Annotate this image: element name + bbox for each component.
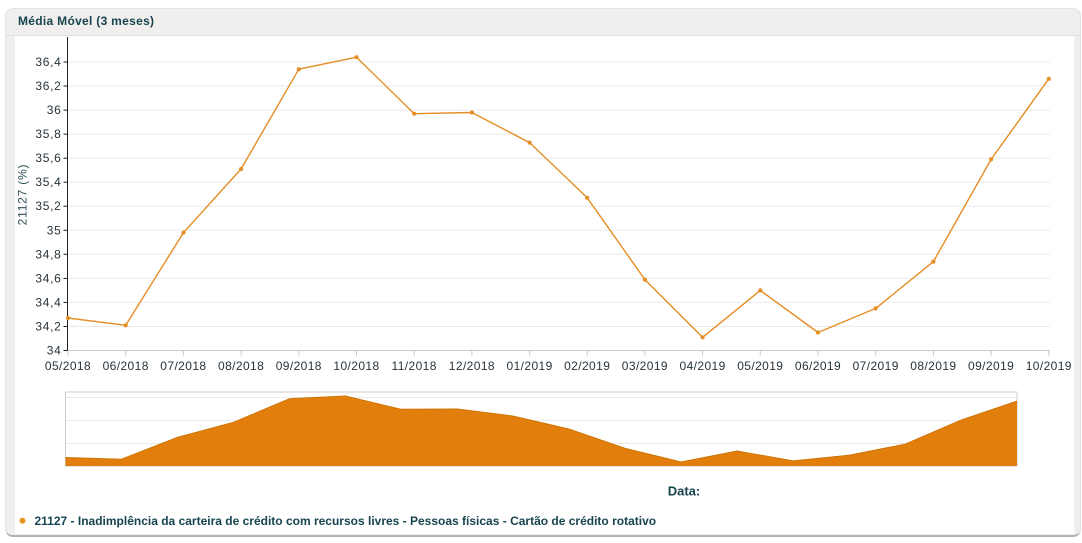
- svg-text:05/2019: 05/2019: [737, 359, 783, 373]
- svg-text:12/2018: 12/2018: [449, 359, 495, 373]
- svg-text:09/2018: 09/2018: [276, 359, 322, 373]
- svg-text:03/2019: 03/2019: [622, 359, 668, 373]
- svg-text:36: 36: [47, 103, 62, 117]
- svg-text:21127 - Inadimplência da carte: 21127 - Inadimplência da carteira de cré…: [35, 514, 657, 528]
- svg-text:07/2019: 07/2019: [853, 359, 899, 373]
- svg-text:09/2019: 09/2019: [968, 359, 1014, 373]
- svg-text:34: 34: [47, 344, 62, 358]
- svg-text:10/2018: 10/2018: [333, 359, 379, 373]
- svg-text:36,4: 36,4: [35, 55, 61, 69]
- svg-text:35,6: 35,6: [35, 151, 61, 165]
- svg-text:35,8: 35,8: [35, 127, 61, 141]
- svg-text:11/2018: 11/2018: [392, 359, 437, 373]
- svg-text:35: 35: [47, 223, 62, 237]
- svg-text:08/2018: 08/2018: [218, 359, 264, 373]
- svg-text:07/2018: 07/2018: [160, 359, 206, 373]
- svg-text:34,4: 34,4: [35, 295, 61, 309]
- svg-text:06/2019: 06/2019: [795, 359, 841, 373]
- svg-text:10/2019: 10/2019: [1026, 359, 1072, 373]
- svg-text:Data:: Data:: [668, 484, 701, 499]
- svg-text:05/2018: 05/2018: [45, 359, 91, 373]
- svg-text:34,6: 34,6: [35, 271, 61, 285]
- svg-text:02/2019: 02/2019: [564, 359, 610, 373]
- svg-text:01/2019: 01/2019: [507, 359, 553, 373]
- svg-text:35,2: 35,2: [35, 199, 61, 213]
- svg-text:06/2018: 06/2018: [103, 359, 149, 373]
- svg-text:34,8: 34,8: [35, 247, 61, 261]
- svg-text:04/2019: 04/2019: [680, 359, 726, 373]
- svg-text:34,2: 34,2: [35, 320, 61, 334]
- svg-text:35,4: 35,4: [35, 175, 61, 189]
- svg-text:21127 (%): 21127 (%): [16, 164, 30, 226]
- svg-text:08/2019: 08/2019: [910, 359, 956, 373]
- svg-text:36,2: 36,2: [35, 79, 61, 93]
